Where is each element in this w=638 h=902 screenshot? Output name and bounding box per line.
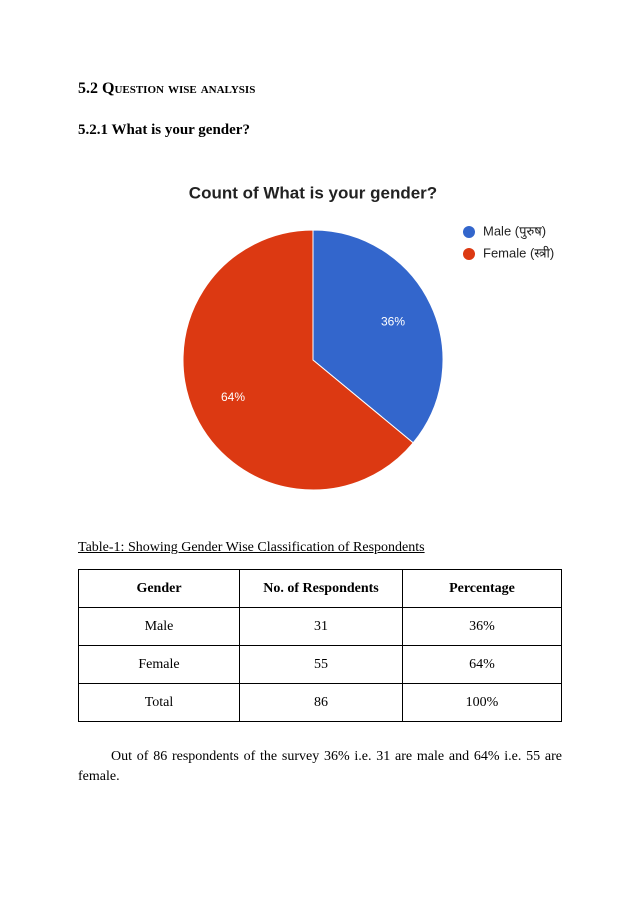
legend-marker (463, 248, 475, 260)
cell: 86 (239, 683, 403, 722)
paragraph: Out of 86 respondents of the survey 36% … (78, 749, 562, 784)
legend-marker (463, 226, 475, 238)
cell: Total (78, 683, 240, 722)
row: Total 86 100% (78, 683, 562, 722)
chart: Count of What is your gender? 36% 64% Male… (182, 183, 554, 491)
header-cell: No. of Respondents (239, 569, 403, 608)
row: Female 55 64% (78, 645, 562, 684)
pie-slice (312, 229, 444, 444)
cell: 36% (402, 607, 562, 646)
header-cell: Percentage (402, 569, 562, 608)
table-caption: Table-1: Showing Gender Wise Classificat… (78, 540, 425, 555)
chart-title: Count of What is your gender? (189, 183, 437, 202)
cell: 55 (239, 645, 403, 684)
cell: Female (78, 645, 240, 684)
table: Gender No. of Respondents Percentage Mal… (78, 569, 562, 722)
pie-slice (182, 229, 414, 491)
header-cell: Gender (78, 569, 240, 608)
cell: 64% (402, 645, 562, 684)
cell: 100% (402, 683, 562, 722)
legend-label: Male (पुरुष) (483, 223, 546, 239)
legend-label: Female (स्त्री) (483, 245, 554, 260)
subheading: 5.2.1 What is your gender? (78, 122, 250, 138)
row: Male 31 36% (78, 607, 562, 646)
header-row: Gender No. of Respondents Percentage (78, 569, 562, 608)
section-heading: 5.2 Question wise analysis (78, 80, 256, 97)
slice-label: 64% (221, 390, 245, 404)
cell: Male (78, 607, 240, 646)
cell: 31 (239, 607, 403, 646)
slice-label: 36% (381, 315, 405, 329)
